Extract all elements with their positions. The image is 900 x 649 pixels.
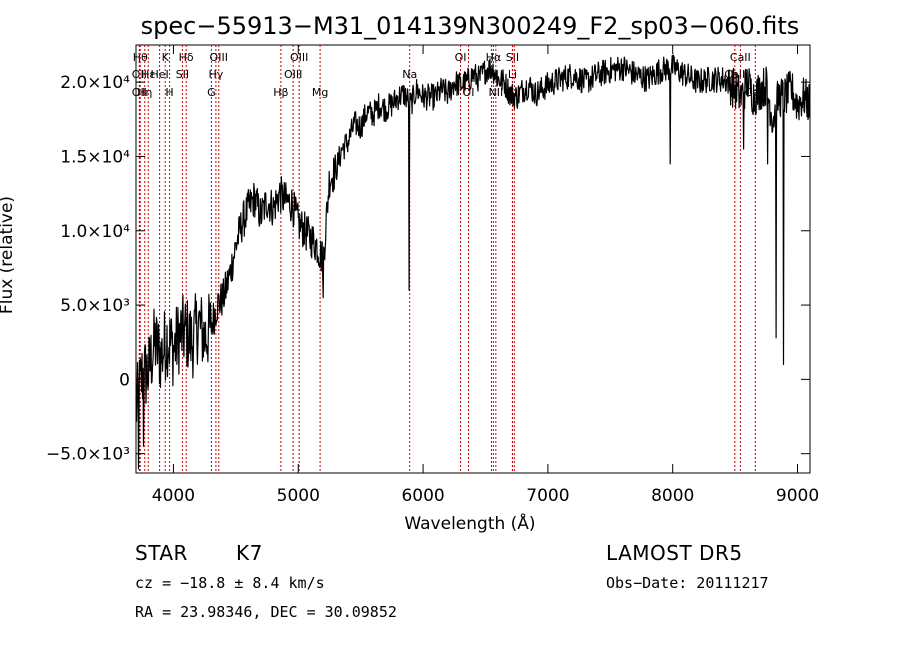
- line-marker-label: Hδ: [179, 51, 194, 64]
- plot-frame: [135, 44, 811, 474]
- x-tick-label: 4000: [152, 486, 195, 506]
- line-marker-label: CaII: [730, 51, 751, 64]
- x-axis-label: Wavelength (Å): [404, 512, 535, 534]
- y-tick-label: 1.0×10⁴: [60, 222, 130, 242]
- line-marker-label: NII: [488, 86, 503, 99]
- y-tick-label: −5.0×10³: [46, 445, 130, 465]
- line-marker-label: Hα: [486, 51, 502, 64]
- line-marker-label: OIII: [210, 51, 228, 64]
- observation-date: Obs−Date: 20111217: [606, 574, 769, 592]
- y-tick-label: 1.5×10⁴: [60, 147, 130, 167]
- line-marker-label: Hε: [141, 68, 155, 81]
- line-markers: HθOIIOIIHηHεHeIKHSIIHδGHγOIIIHβOIIIOIIIM…: [132, 45, 766, 473]
- line-marker-label: Na: [402, 68, 417, 81]
- line-marker-label: Li: [508, 68, 517, 81]
- line-marker-label: Hη: [137, 86, 152, 99]
- object-class: STAR: [135, 541, 188, 565]
- line-marker-label: OIII: [284, 68, 302, 81]
- line-marker-label: K: [162, 51, 170, 64]
- chart-title: spec−55913−M31_014139N300249_F2_sp03−060…: [141, 12, 800, 40]
- object-subclass: K7: [236, 541, 263, 565]
- line-marker-label: Hγ: [208, 68, 223, 81]
- line-marker-label: OI: [455, 51, 467, 64]
- axis-ticks: 4000 5000 6000 7000 8000 9000 −5.0×10³ 0 5.0×10³…: [46, 45, 819, 506]
- y-tick-label: 5.0×10³: [60, 296, 130, 316]
- line-marker-label: Hβ: [273, 86, 288, 99]
- y-axis-label: Flux (relative): [0, 196, 17, 314]
- line-marker-label: OIII: [290, 51, 308, 64]
- x-tick-label: 7000: [526, 486, 569, 506]
- line-marker-label: Hθ: [133, 51, 148, 64]
- line-marker-label: G: [207, 86, 216, 99]
- line-marker-label: HeI: [150, 68, 168, 81]
- line-marker-label: OI: [463, 86, 475, 99]
- redshift-cz: cz = −18.8 ± 8.4 km/s: [135, 574, 325, 592]
- ra-dec-coordinates: RA = 23.98346, DEC = 30.09852: [135, 603, 397, 621]
- survey-name: LAMOST DR5: [606, 541, 743, 565]
- line-marker-label: SII: [176, 68, 189, 81]
- x-tick-label: 9000: [776, 486, 819, 506]
- line-marker-label: Mg: [312, 86, 328, 99]
- x-tick-label: 8000: [651, 486, 694, 506]
- y-tick-label: 2.0×10⁴: [60, 73, 130, 93]
- flux-line: [135, 54, 811, 470]
- line-marker-label: OII: [132, 86, 147, 99]
- x-tick-label: 6000: [401, 486, 444, 506]
- y-tick-label: 0: [119, 370, 130, 390]
- x-tick-label: 5000: [277, 486, 320, 506]
- spectrum-series: [135, 54, 811, 470]
- line-marker-label: H: [165, 86, 173, 99]
